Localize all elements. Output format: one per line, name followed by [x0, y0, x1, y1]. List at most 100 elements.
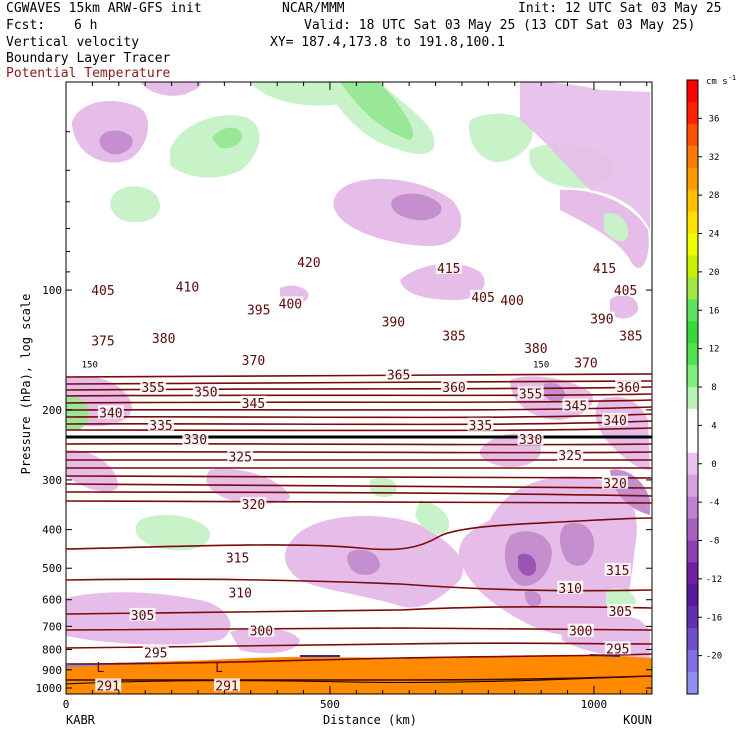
colorbar-label: 16: [709, 306, 720, 316]
theta-label-bg: [227, 585, 254, 599]
colorbar-swatch: [687, 672, 698, 695]
theta-contour-label: 300: [569, 625, 592, 640]
theta-contour-label: 315: [226, 552, 249, 567]
colorbar-swatch: [687, 101, 698, 125]
theta-contour-label: 395: [247, 304, 270, 319]
theta-contour-label: 420: [297, 256, 320, 271]
theta-contour-label: 310: [228, 586, 251, 601]
theta-contour-label: 291: [96, 679, 119, 694]
theta-contour-label: 350: [194, 386, 217, 401]
x-axis-label: Distance (km): [323, 713, 417, 727]
y-tick-label: 600: [42, 594, 62, 607]
theta-label-bg: [467, 417, 494, 431]
theta-contour-label: 335: [149, 419, 172, 434]
theta-contour-label: 405: [471, 291, 494, 306]
theta-label-bg: [240, 353, 267, 367]
theta-contour-label: 370: [574, 356, 597, 371]
colorbar-swatch: [687, 123, 698, 147]
theta-label-bg: [174, 279, 201, 293]
model-title: CGWAVES 15km ARW-GFS init: [6, 1, 202, 16]
theta-contour-label: 295: [144, 647, 167, 662]
theta-label-bg: [604, 641, 631, 655]
colorbar-swatch: [687, 430, 698, 454]
colorbar-units: cm s-1: [706, 74, 736, 87]
theta-contour-label: 345: [564, 399, 587, 414]
colorbar-label: 28: [709, 191, 720, 201]
theta-label-bg: [602, 412, 629, 426]
forecast-hours: 6 h: [74, 18, 98, 33]
y-tick-label: 1000: [36, 682, 63, 695]
colorbar-swatch: [687, 145, 698, 169]
theta-contour-label: 355: [141, 381, 164, 396]
theta-label-bg: [441, 379, 468, 393]
colorbar-swatch: [687, 387, 698, 410]
y-tick-label: 800: [42, 643, 62, 656]
colorbar-label: -16: [706, 613, 722, 623]
theta-label-bg: [602, 475, 629, 489]
theta-label-bg: [604, 562, 631, 576]
theta-contours: [66, 373, 652, 681]
theta-label-bg: [470, 289, 497, 303]
theta-label-bg: [214, 678, 241, 692]
theta-label-bg: [380, 314, 407, 328]
theta-contour-label: 305: [131, 609, 154, 624]
theta-contour-label: 405: [91, 284, 114, 299]
theta-label-bg: [385, 367, 412, 381]
theta-label-bg: [148, 417, 175, 431]
theta-contour-label: 360: [442, 381, 465, 396]
theta-label-bg: [517, 386, 544, 400]
theta-contour-label: 300: [250, 625, 273, 640]
colorbar-swatch: [687, 496, 698, 520]
colorbar-label: -20: [706, 652, 722, 662]
colorbar-swatch: [687, 277, 698, 300]
theta-contour-label: 325: [228, 451, 251, 466]
right-endpoint-label: KOUN: [623, 713, 652, 727]
colorbar-swatch: [687, 299, 698, 322]
theta-contour-label: 150: [533, 360, 549, 370]
theta-contour-label: 320: [242, 498, 265, 513]
y-tick-label: 300: [42, 474, 62, 487]
valid-time: Valid: 18 UTC Sat 03 May 25 (13 CDT Sat …: [304, 18, 696, 33]
colorbar-swatch: [687, 562, 698, 585]
theta-label-bg: [517, 432, 544, 446]
cross-section-endpoints: XY= 187.4,173.8 to 191.8,100.1: [270, 35, 505, 50]
colorbar-label: 24: [709, 230, 720, 240]
x-axis: 0 500 1000: [63, 82, 648, 711]
theta-label-bg: [248, 623, 275, 637]
theta-label-bg: [182, 432, 209, 446]
plot-frame: [65, 81, 653, 695]
y-tick-label: 400: [42, 524, 62, 537]
colorbar-swatch: [687, 540, 698, 563]
colorbar-label: 12: [709, 345, 720, 355]
field-potential-temperature: Potential Temperature: [6, 66, 171, 81]
theta-label-bg: [612, 283, 639, 297]
theta-label-bg: [588, 311, 615, 325]
theta-label-bg: [562, 398, 589, 412]
theta-contour-label: 335: [469, 419, 492, 434]
theta-contour-label: 310: [558, 582, 581, 597]
colorbar-swatch: [687, 343, 698, 366]
colorbar-swatch: [687, 650, 698, 673]
theta-contour-label: 150: [82, 360, 98, 370]
theta-label-bg: [224, 550, 251, 564]
low-marker: L: [96, 661, 104, 676]
theta-contour-label: 385: [442, 329, 465, 344]
colorbar-label: -12: [706, 575, 722, 585]
theta-contour-label: 295: [606, 642, 629, 657]
colorbar-swatch: [687, 211, 698, 234]
field-boundary-layer-tracer: Boundary Layer Tracer: [6, 51, 171, 66]
theta-contour-label: 415: [593, 262, 616, 277]
theta-contour-label: 340: [99, 406, 122, 421]
x-tick-label: 500: [320, 698, 340, 711]
theta-label-bg: [227, 449, 254, 463]
theta-label-bg: [245, 302, 272, 316]
theta-label-bg: [150, 331, 177, 345]
theta-label-bg: [95, 678, 122, 692]
colorbar-swatch: [687, 452, 698, 476]
y-tick-label: 200: [42, 404, 62, 417]
theta-contour-label: 305: [609, 605, 632, 620]
colorbar-label: 4: [711, 421, 716, 431]
theta-label-bg: [557, 448, 584, 462]
colorbar-swatch: [687, 189, 698, 213]
colorbar-swatch: [687, 584, 698, 607]
